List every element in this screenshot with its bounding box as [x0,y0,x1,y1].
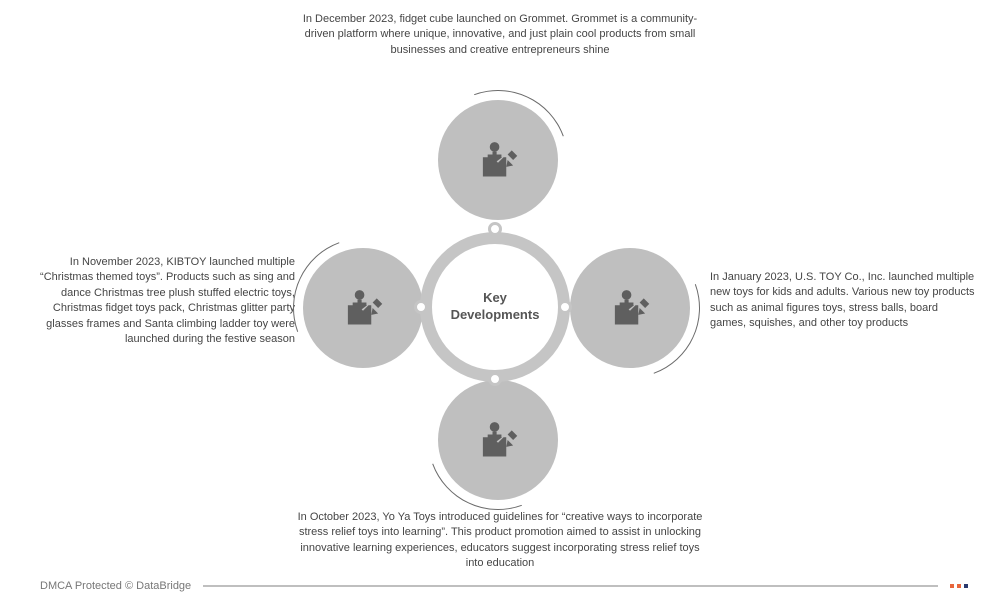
footer-line [203,585,938,587]
node-text-top: In December 2023, fidget cube launched o… [300,12,700,58]
node-text-right: In January 2023, U.S. TOY Co., Inc. laun… [710,270,975,332]
footer: DMCA Protected © DataBridge [40,580,968,592]
connector-bottom [488,372,502,386]
connector-top [488,222,502,236]
footer-dot [950,584,954,588]
node-text-bottom: In October 2023, Yo Ya Toys introduced g… [295,510,705,572]
footer-text: DMCA Protected © DataBridge [40,580,191,592]
node-text-left: In November 2023, KIBTOY launched multip… [40,255,295,347]
center-circle: KeyDevelopments [420,232,570,382]
center-label: KeyDevelopments [451,290,540,324]
footer-dot [964,584,968,588]
connector-right [558,300,572,314]
footer-dots [950,584,968,588]
footer-dot [957,584,961,588]
connector-left [414,300,428,314]
